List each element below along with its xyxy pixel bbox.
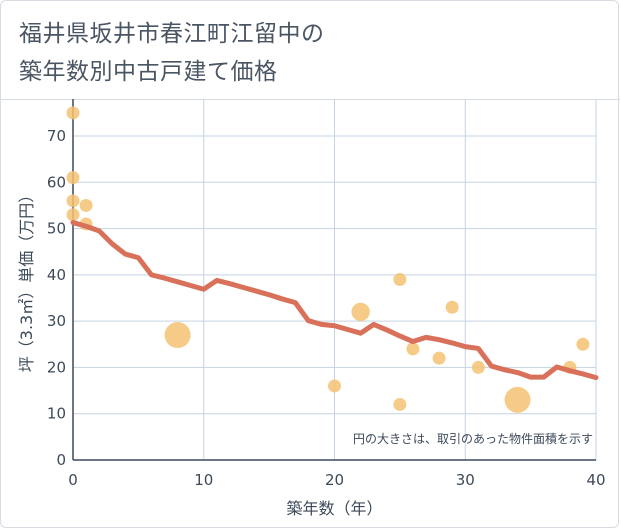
- title-line-2: 築年数別中古戸建て価格: [19, 59, 278, 85]
- bubble-point: [576, 337, 590, 351]
- y-tick-label: 50: [47, 220, 66, 238]
- header-divider: [1, 99, 620, 100]
- bubble-point: [406, 342, 420, 356]
- bubble-point: [164, 322, 191, 349]
- y-tick-label: 30: [47, 312, 66, 330]
- bubble-point: [445, 300, 459, 314]
- y-tick-label: 10: [47, 405, 66, 423]
- x-tick-label: 20: [325, 471, 344, 489]
- y-tick-label: 60: [47, 173, 66, 191]
- bubble-size-note: 円の大きさは、取引のあった物件面積を示す: [353, 431, 593, 446]
- bubble-point: [66, 194, 80, 208]
- bubble-point: [432, 351, 446, 365]
- x-tick-label: 10: [194, 471, 213, 489]
- y-tick-label: 40: [47, 266, 66, 284]
- y-tick-label: 0: [56, 451, 66, 469]
- bubble-point: [393, 397, 407, 411]
- y-tick-label: 20: [47, 358, 66, 376]
- bubble-point: [471, 360, 485, 374]
- x-axis-title: 築年数（年）: [286, 499, 382, 518]
- bubble-point: [66, 106, 80, 120]
- bubble-point: [393, 273, 407, 286]
- y-axis-title: 坪（3.3㎡）単価（万円）: [17, 187, 36, 372]
- x-tick-label: 40: [586, 471, 605, 489]
- title-line-1: 福井県坂井市春江町江留中の: [19, 21, 325, 47]
- chart-title: 福井県坂井市春江町江留中の 築年数別中古戸建て価格: [19, 15, 325, 91]
- x-tick-label: 30: [456, 471, 475, 489]
- bubble-point: [79, 198, 93, 212]
- x-tick-label: 0: [68, 471, 78, 489]
- bubble-point: [66, 171, 80, 185]
- y-tick-label: 70: [47, 127, 66, 145]
- average-price-line: [70, 220, 599, 381]
- bubble-point: [328, 379, 341, 393]
- bubble-point: [351, 302, 370, 322]
- bubble-point: [504, 386, 531, 413]
- bubble-point: [66, 208, 80, 222]
